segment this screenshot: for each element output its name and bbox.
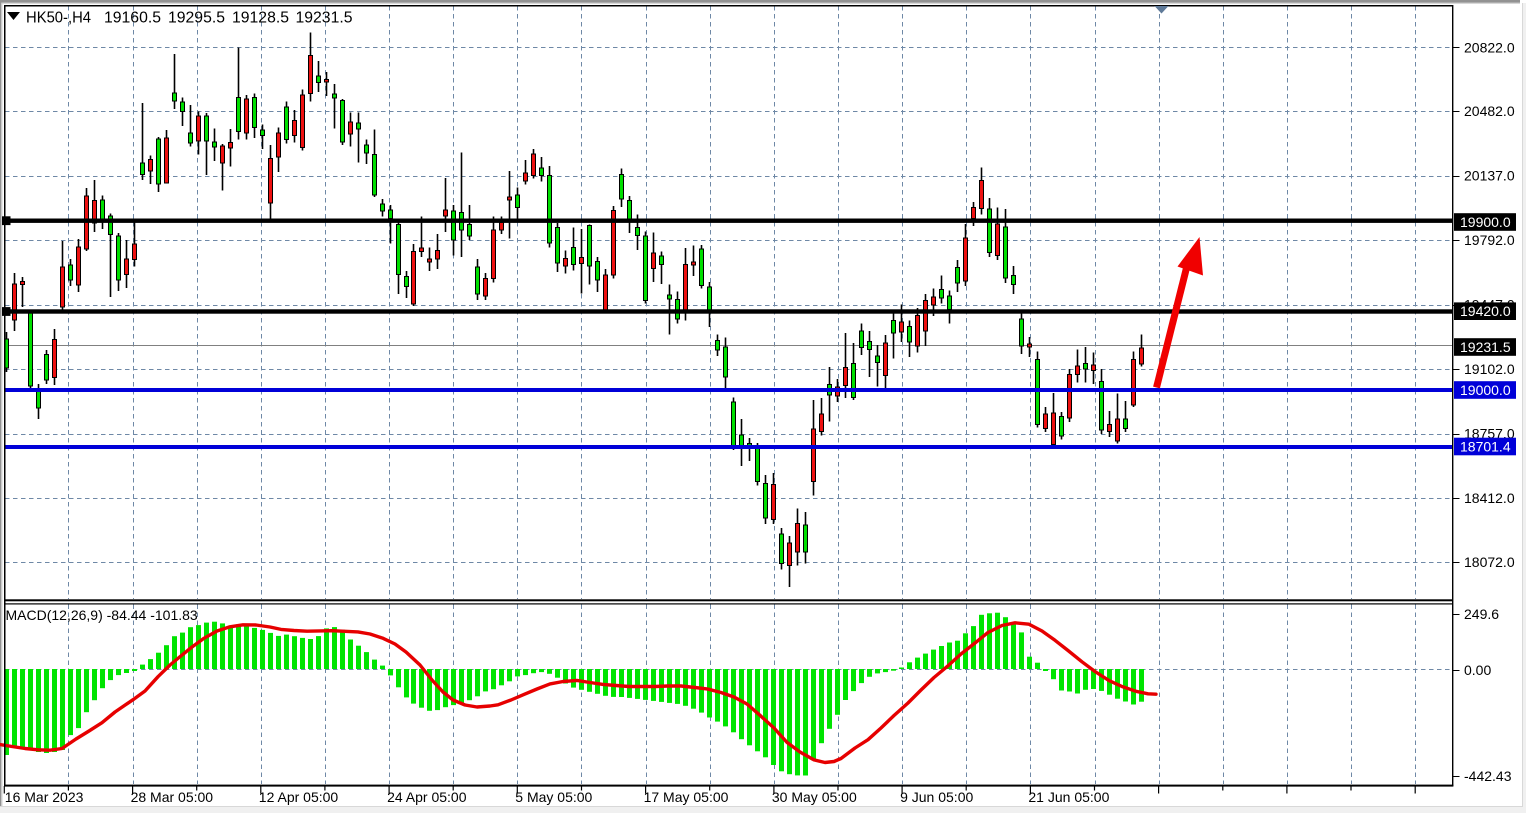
svg-text:19231.5: 19231.5 <box>296 10 353 27</box>
svg-text:30 May 05:00: 30 May 05:00 <box>772 789 857 805</box>
svg-text:5 May 05:00: 5 May 05:00 <box>515 789 592 805</box>
svg-text:9 Jun 05:00: 9 Jun 05:00 <box>900 789 973 805</box>
svg-text:MACD(12,26,9) -84.44 -101.83: MACD(12,26,9) -84.44 -101.83 <box>6 607 198 623</box>
svg-text:19792.0: 19792.0 <box>1464 232 1515 248</box>
svg-text:18072.0: 18072.0 <box>1464 554 1515 570</box>
svg-text:24 Apr 05:00: 24 Apr 05:00 <box>387 789 467 805</box>
svg-text:19295.5: 19295.5 <box>168 10 225 27</box>
svg-text:19102.0: 19102.0 <box>1464 361 1515 377</box>
svg-text:12 Apr 05:00: 12 Apr 05:00 <box>259 789 339 805</box>
svg-text:20137.0: 20137.0 <box>1464 168 1515 184</box>
svg-text:16 Mar 2023: 16 Mar 2023 <box>5 789 84 805</box>
svg-text:17 May 05:00: 17 May 05:00 <box>644 789 729 805</box>
svg-text:21 Jun 05:00: 21 Jun 05:00 <box>1028 789 1109 805</box>
svg-text:18701.4: 18701.4 <box>1460 439 1511 455</box>
svg-text:19128.5: 19128.5 <box>232 10 289 27</box>
svg-text:20482.0: 20482.0 <box>1464 103 1515 119</box>
svg-text:19231.5: 19231.5 <box>1460 339 1511 355</box>
svg-text:249.6: 249.6 <box>1464 606 1499 622</box>
svg-text:18412.0: 18412.0 <box>1464 490 1515 506</box>
svg-text:19000.0: 19000.0 <box>1460 382 1511 398</box>
svg-text:19900.0: 19900.0 <box>1460 214 1511 230</box>
svg-text:0.00: 0.00 <box>1464 662 1491 678</box>
svg-text:-442.43: -442.43 <box>1464 768 1512 784</box>
svg-text:20822.0: 20822.0 <box>1464 39 1515 55</box>
svg-text:19420.0: 19420.0 <box>1460 303 1511 319</box>
svg-text:19160.5: 19160.5 <box>104 10 161 27</box>
svg-text:28 Mar 05:00: 28 Mar 05:00 <box>131 789 214 805</box>
svg-text:HK50-,H4: HK50-,H4 <box>26 10 91 27</box>
